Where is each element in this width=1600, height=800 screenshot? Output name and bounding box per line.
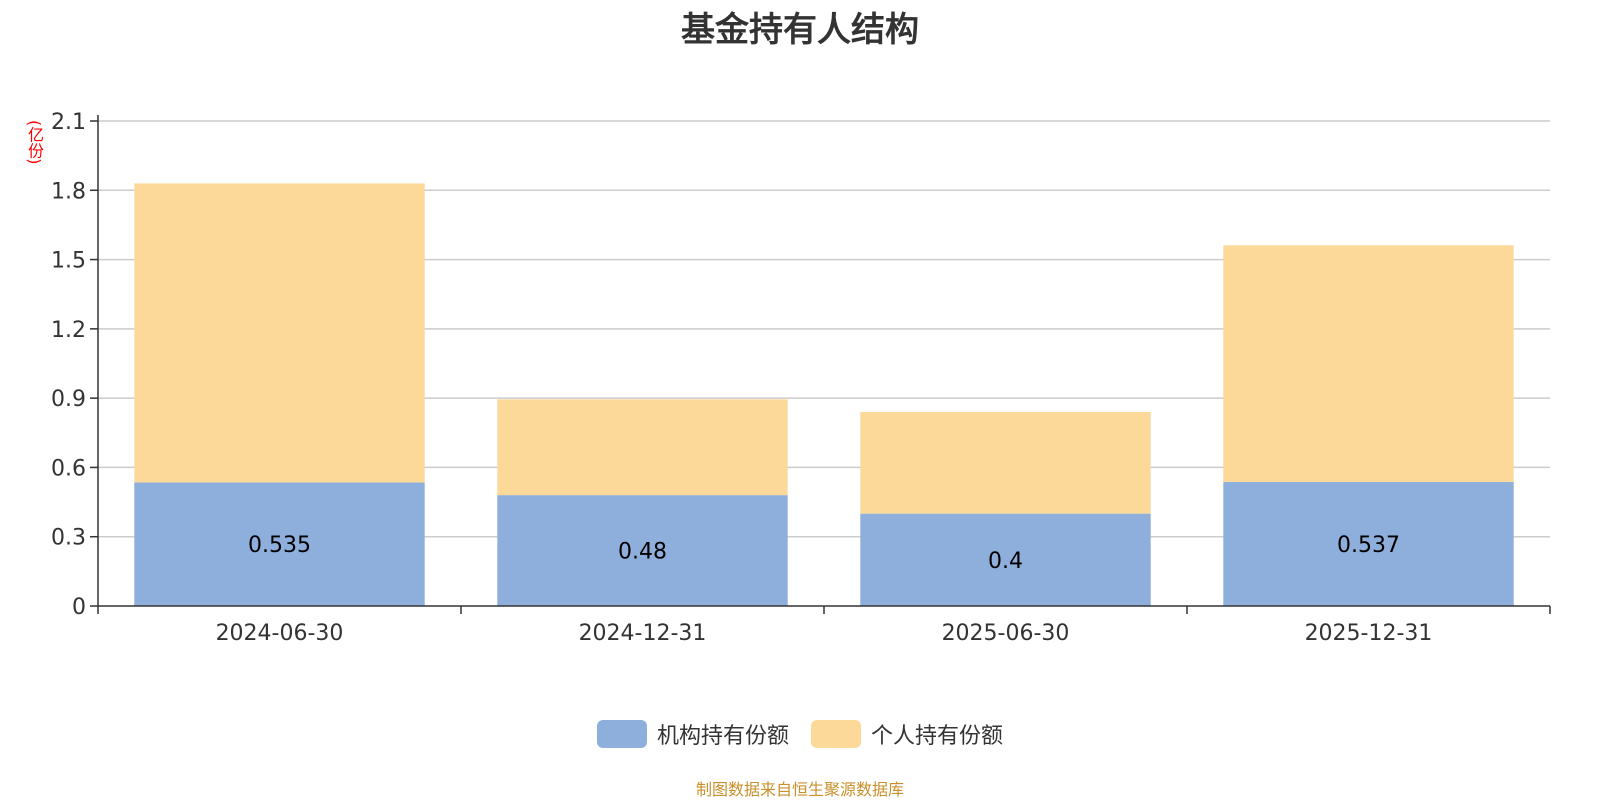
y-tick-label: 0	[72, 595, 86, 620]
data-label: 0.535	[248, 533, 311, 558]
y-tick-label: 0.6	[51, 456, 86, 481]
x-tick-label: 2025-06-30	[942, 621, 1070, 646]
bar-institutional	[1223, 481, 1514, 606]
legend-item-institutional[interactable]: 机构持有份额	[596, 718, 789, 750]
y-axis-unit: (亿份)	[25, 120, 44, 165]
y-tick-label: 1.5	[51, 249, 86, 274]
y-tick-label: 0.3	[51, 526, 86, 551]
bar-individual	[134, 183, 425, 483]
legend: 机构持有份额 个人持有份额	[0, 718, 1600, 750]
y-tick-label: 0.9	[51, 387, 86, 412]
bar-individual	[1223, 245, 1514, 482]
bar-individual	[860, 412, 1151, 514]
bar-institutional	[134, 482, 425, 606]
x-tick-label: 2024-06-30	[216, 621, 344, 646]
chart-title: 基金持有人结构	[681, 10, 919, 50]
data-label: 0.537	[1337, 533, 1400, 558]
source-note: 制图数据来自恒生聚源数据库	[695, 780, 904, 799]
legend-label-institutional: 机构持有份额	[656, 724, 789, 749]
legend-swatch-individual	[811, 720, 861, 748]
bar-institutional	[860, 513, 1151, 606]
data-label: 0.4	[988, 549, 1023, 574]
legend-swatch-institutional	[596, 720, 647, 748]
y-tick-label: 1.2	[51, 318, 86, 343]
x-tick-label: 2024-12-31	[579, 621, 707, 646]
legend-label-individual: 个人持有份额	[871, 724, 1004, 749]
bar-institutional	[497, 495, 788, 606]
y-tick-label: 1.8	[51, 179, 86, 204]
x-tick-label: 2025-12-31	[1305, 621, 1433, 646]
legend-item-individual[interactable]: 个人持有份额	[811, 718, 1003, 750]
bar-individual	[497, 399, 788, 496]
y-tick-label: 2.1	[51, 110, 86, 135]
data-label: 0.48	[618, 540, 667, 565]
